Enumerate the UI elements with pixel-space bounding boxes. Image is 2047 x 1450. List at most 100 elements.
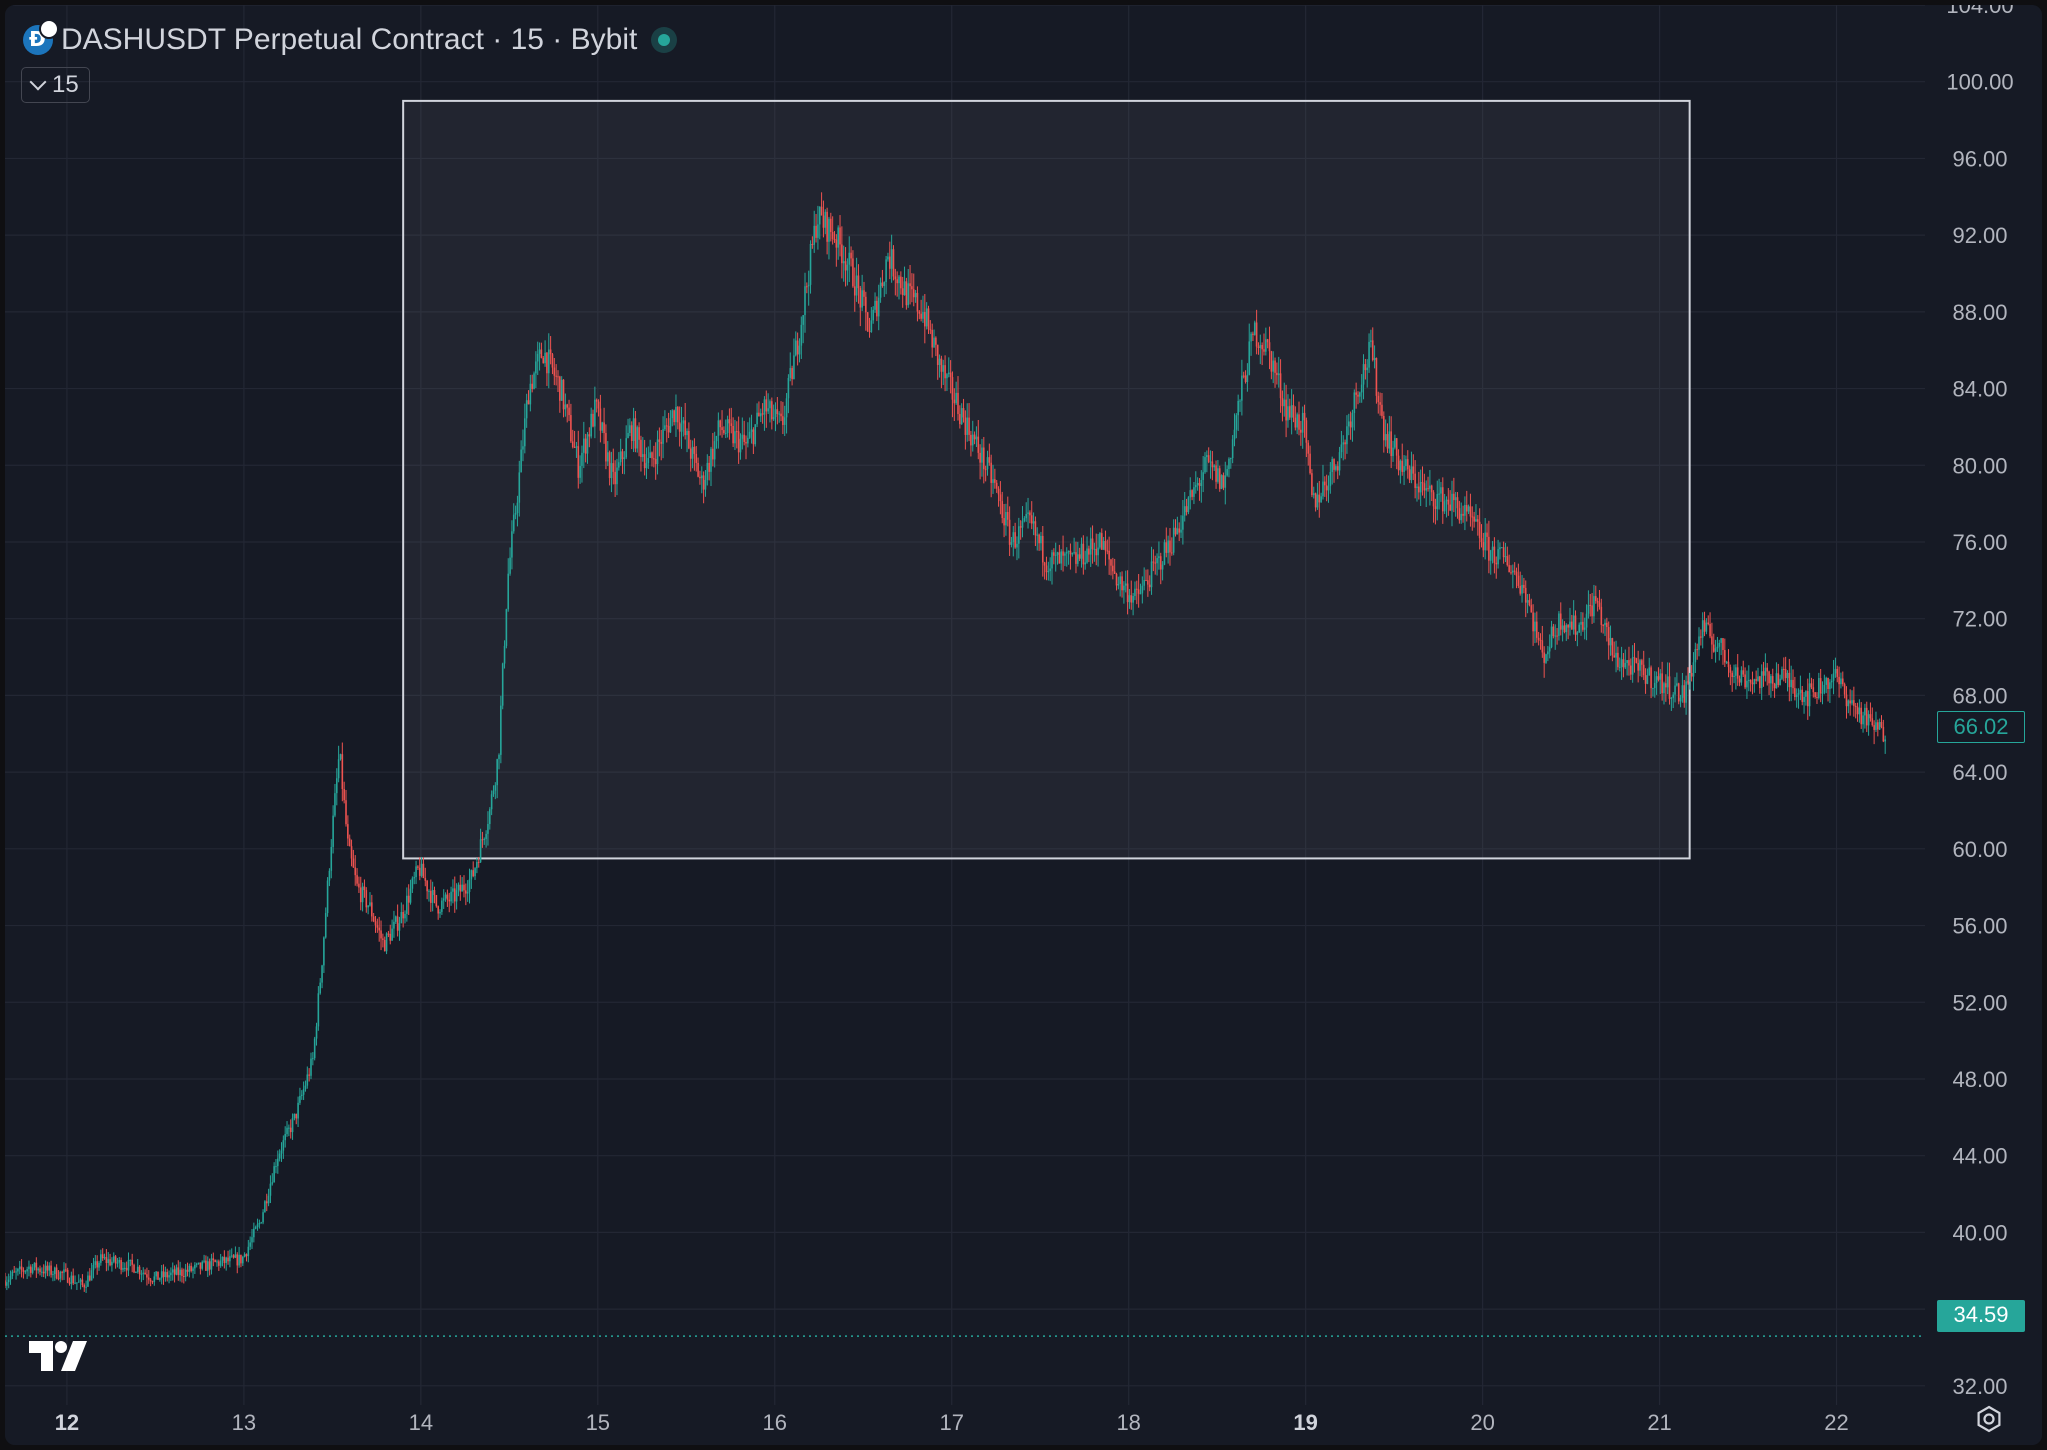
candle-body bbox=[1738, 678, 1741, 683]
candle-body bbox=[605, 433, 607, 462]
candle-body bbox=[894, 276, 897, 280]
candle-body bbox=[1515, 571, 1518, 576]
candle-body bbox=[267, 1195, 270, 1204]
candle-body bbox=[616, 467, 618, 485]
candle-body bbox=[1357, 394, 1359, 397]
candle-body bbox=[13, 1271, 16, 1273]
candle-body bbox=[1423, 483, 1426, 491]
candle-body bbox=[398, 923, 401, 931]
candle-body bbox=[785, 398, 788, 418]
candle-body bbox=[1335, 466, 1337, 470]
candle-body bbox=[450, 891, 452, 902]
candles[interactable] bbox=[5, 192, 1886, 1294]
candle-body bbox=[1576, 632, 1579, 635]
candle-body bbox=[1187, 497, 1190, 513]
candle-body bbox=[30, 1266, 32, 1273]
candle-body bbox=[752, 429, 755, 445]
candle-body bbox=[6, 1282, 8, 1286]
rectangle-drawing[interactable] bbox=[402, 99, 1691, 860]
candle-body bbox=[437, 906, 439, 914]
candle-body bbox=[1309, 453, 1311, 474]
rectangle-shape[interactable] bbox=[402, 99, 1691, 860]
candle-body bbox=[42, 1271, 45, 1274]
candle-body bbox=[1333, 459, 1335, 470]
candle-body bbox=[794, 340, 797, 356]
candle-body bbox=[1347, 421, 1350, 427]
candle-body bbox=[1040, 535, 1042, 544]
candle-body bbox=[293, 1113, 296, 1119]
candle-body bbox=[306, 1074, 309, 1086]
candle-body bbox=[24, 1271, 27, 1273]
price-tick-label: 32.00 bbox=[1952, 1374, 2007, 1399]
candle-body bbox=[162, 1271, 165, 1278]
tradingview-logo-icon[interactable] bbox=[29, 1341, 87, 1371]
candle-body bbox=[1565, 624, 1568, 633]
candle-body bbox=[999, 494, 1002, 502]
candle-body bbox=[1469, 506, 1472, 517]
symbol-header[interactable]: DASHUSDT Perpetual Contract · 15 · Bybit bbox=[23, 19, 678, 61]
candle-body bbox=[665, 425, 668, 427]
candle-body bbox=[767, 408, 769, 412]
candle-body bbox=[1731, 672, 1733, 677]
candle-body bbox=[1504, 556, 1507, 558]
candle-body bbox=[831, 232, 834, 240]
candle-body bbox=[1010, 542, 1013, 545]
candle-body bbox=[1652, 688, 1654, 690]
candle-body bbox=[890, 249, 893, 269]
candle-body bbox=[888, 256, 891, 269]
candle-body bbox=[848, 252, 851, 265]
candle-body bbox=[1777, 673, 1780, 685]
candle-body bbox=[632, 418, 635, 441]
candle-body bbox=[839, 227, 841, 245]
candle-body bbox=[1126, 583, 1129, 603]
candle-body bbox=[245, 1254, 248, 1257]
settings-gear-icon[interactable] bbox=[1975, 1405, 2003, 1433]
candle-body bbox=[518, 472, 521, 503]
candle-body bbox=[1867, 714, 1870, 726]
candle-body bbox=[946, 374, 948, 379]
candle-body bbox=[367, 905, 369, 908]
candle-body bbox=[151, 1281, 154, 1283]
candle-body bbox=[1762, 671, 1765, 676]
candle-body bbox=[1222, 475, 1225, 488]
time-axis[interactable]: 12 13 14 15 16 17 18 19 20 21 22 bbox=[55, 1410, 1849, 1435]
candle-body bbox=[1139, 593, 1142, 595]
candle-body bbox=[1318, 494, 1321, 503]
candle-body bbox=[555, 375, 557, 377]
candle-body bbox=[1274, 360, 1276, 373]
candle-body bbox=[1018, 526, 1020, 544]
candle-body bbox=[1574, 615, 1577, 635]
candle-body bbox=[461, 884, 463, 892]
candle-body bbox=[981, 447, 983, 463]
candle-body bbox=[678, 422, 681, 432]
candle-body bbox=[173, 1269, 176, 1275]
candle-body bbox=[155, 1271, 157, 1277]
candle-body bbox=[406, 895, 408, 914]
candle-body bbox=[645, 463, 648, 469]
candle-body bbox=[855, 275, 858, 296]
candle-body bbox=[789, 368, 792, 378]
candle-body bbox=[1115, 573, 1118, 586]
candle-body bbox=[876, 300, 878, 317]
interval-button[interactable]: 15 bbox=[21, 67, 90, 103]
chart-pane[interactable]: 104.00 100.00 96.00 92.00 88.00 84.00 80.00 76.… bbox=[5, 5, 2042, 1445]
candle-body bbox=[1430, 485, 1433, 493]
candle-body bbox=[1591, 605, 1593, 617]
candle-body bbox=[361, 886, 364, 903]
candle-body bbox=[1362, 364, 1365, 385]
candle-body bbox=[1508, 565, 1510, 573]
candle-body bbox=[1255, 322, 1258, 347]
candle-body bbox=[1324, 481, 1326, 486]
candle-body bbox=[549, 349, 552, 355]
candle-body bbox=[1819, 678, 1822, 694]
candle-body bbox=[973, 434, 976, 440]
candle-body bbox=[1722, 638, 1724, 651]
price-chart[interactable]: 104.00 100.00 96.00 92.00 88.00 84.00 80.00 76.… bbox=[5, 5, 2042, 1445]
symbol-title[interactable]: DASHUSDT Perpetual Contract · 15 · Bybit bbox=[61, 23, 638, 56]
candle-body bbox=[337, 759, 340, 779]
candle-body bbox=[1567, 624, 1569, 628]
candle-body bbox=[1097, 547, 1099, 556]
candle-body bbox=[522, 446, 524, 450]
candle-body bbox=[734, 431, 736, 444]
candle-body bbox=[1655, 676, 1658, 683]
